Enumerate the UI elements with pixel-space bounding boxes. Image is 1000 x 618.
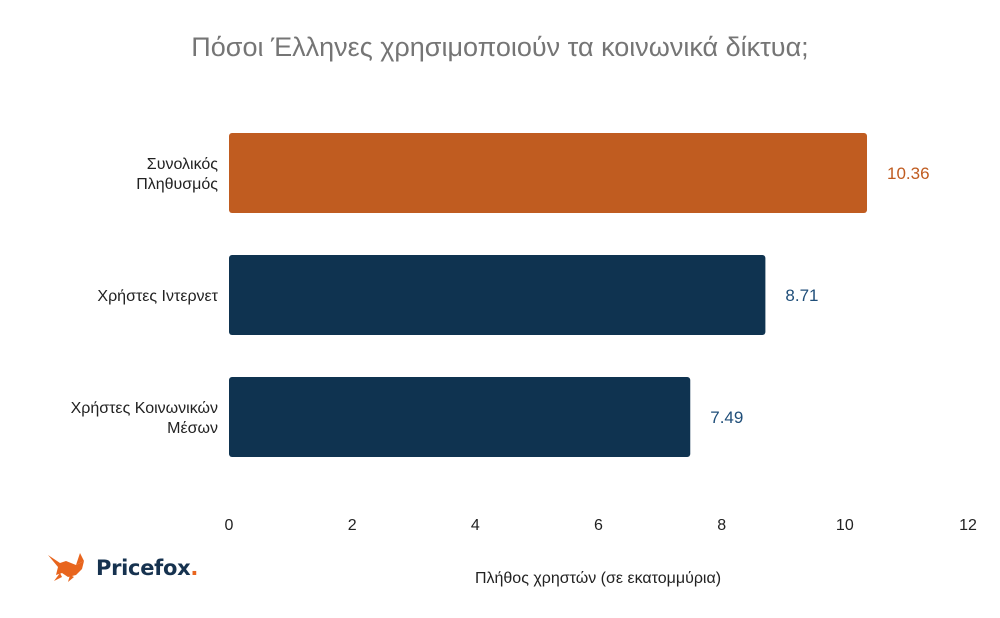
category-label-2: Χρήστες Κοινωνικών Μέσων <box>71 400 218 437</box>
value-label-2: 7.49 <box>710 408 743 427</box>
fox-icon <box>46 549 90 588</box>
bars-group <box>229 133 868 457</box>
x-axis-label: Πλήθος χρηστών (σε εκατομμύρια) <box>475 570 721 587</box>
x-tick-label-6: 12 <box>959 517 977 534</box>
x-tick-label-1: 2 <box>348 517 357 534</box>
bar-2 <box>229 377 691 457</box>
category-labels-group: Συνολικός Πληθυσμός Χρήστες Ιντερνετ Χρήστε… <box>71 156 219 437</box>
bar-1 <box>229 255 766 335</box>
x-tick-label-3: 6 <box>594 517 603 534</box>
value-label-1: 8.71 <box>785 286 818 305</box>
bar-0 <box>229 133 868 213</box>
x-tick-label-4: 8 <box>717 517 726 534</box>
pricefox-logo: Pricefox. <box>46 550 198 586</box>
chart-title: Πόσοι Έλληνες χρησιμοποιούν τα κοινωνικά… <box>191 32 809 62</box>
x-tick-labels-group: 0 2 4 6 8 10 12 <box>225 517 977 534</box>
x-tick-label-0: 0 <box>225 517 234 534</box>
value-label-0: 10.36 <box>887 164 930 183</box>
value-labels-group: 10.36 8.71 7.49 <box>710 164 929 427</box>
category-label-0: Συνολικός Πληθυσμός <box>136 156 218 193</box>
brand-name: Pricefox. <box>96 556 199 580</box>
category-label-1: Χρήστες Ιντερνετ <box>97 288 218 305</box>
x-tick-label-5: 10 <box>836 517 854 534</box>
x-tick-label-2: 4 <box>471 517 480 534</box>
